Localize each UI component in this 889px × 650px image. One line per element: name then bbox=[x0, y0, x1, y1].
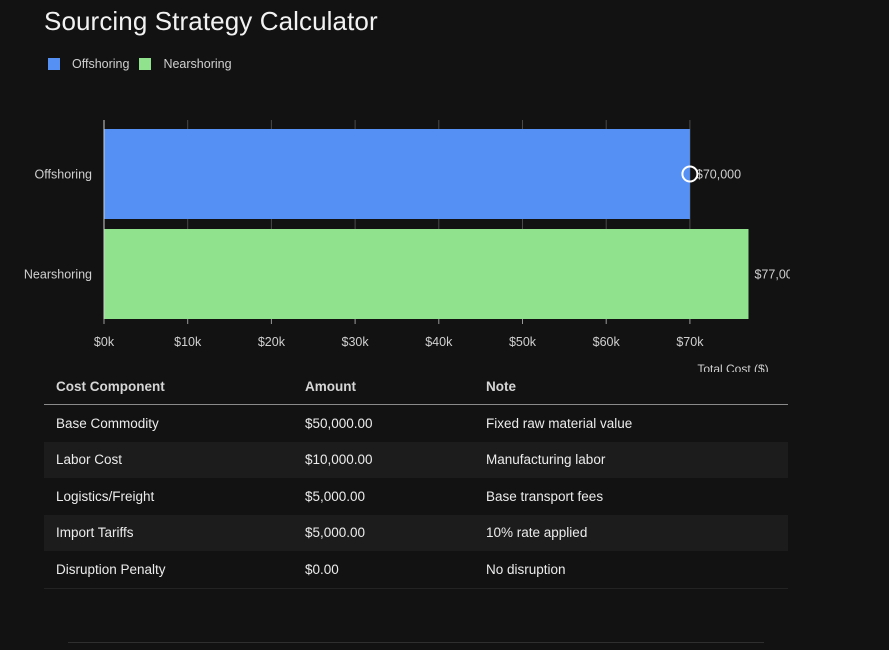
x-tick-label: $60k bbox=[593, 335, 621, 349]
cost-chart-container: $0k $10k $20k $30k $40k $50k $60k $70k Offshorin… bbox=[0, 110, 790, 372]
x-tick-label: $40k bbox=[425, 335, 453, 349]
bar-nearshoring bbox=[104, 229, 749, 319]
column-header-amount: Amount bbox=[293, 368, 474, 405]
table-header-row: Cost Component Amount Note bbox=[44, 368, 788, 405]
y-category-label: Nearshoring bbox=[24, 268, 92, 282]
bar-offshoring bbox=[104, 129, 690, 219]
cell-note: Manufacturing labor bbox=[474, 441, 788, 478]
legend-swatch-offshoring bbox=[48, 58, 60, 70]
focus-marker[interactable] bbox=[681, 165, 699, 183]
legend-label-offshoring: Offshoring bbox=[72, 57, 130, 71]
cell-note: 10% rate applied bbox=[474, 514, 788, 551]
cell-amount: $0.00 bbox=[293, 551, 474, 589]
cell-amount: $10,000.00 bbox=[293, 441, 474, 478]
cell-amount: $5,000.00 bbox=[293, 514, 474, 551]
table-row: Labor Cost $10,000.00 Manufacturing labo… bbox=[44, 441, 788, 478]
data-label: $70,000 bbox=[696, 168, 741, 182]
cell-amount: $5,000.00 bbox=[305, 488, 366, 504]
table-row: Base Commodity $50,000.00 Fixed raw mate… bbox=[44, 405, 788, 442]
x-tick-label: $50k bbox=[509, 335, 537, 349]
x-axis-title: Total Cost ($) bbox=[697, 362, 768, 372]
legend-label-nearshoring: Nearshoring bbox=[163, 57, 232, 71]
data-label: $77,000 bbox=[754, 268, 790, 282]
cell-note: Base transport fees bbox=[486, 488, 604, 504]
cost-bar-chart: $0k $10k $20k $30k $40k $50k $60k $70k Offshorin… bbox=[24, 120, 790, 372]
cell-note: Fixed raw material value bbox=[486, 415, 633, 431]
page-title: Sourcing Strategy Calculator bbox=[44, 6, 378, 36]
table-row: Import Tariffs $5,000.00 10% rate applie… bbox=[44, 514, 788, 551]
legend-item-offshoring[interactable]: Offshoring bbox=[48, 57, 129, 71]
y-category-label: Offshoring bbox=[35, 168, 92, 182]
cell-cost-component: Base Commodity bbox=[56, 415, 159, 431]
x-tick-label: $30k bbox=[342, 335, 370, 349]
cell-cost-component: Labor Cost bbox=[44, 441, 293, 478]
footer-divider bbox=[68, 642, 764, 643]
column-header-cost-component: Cost Component bbox=[44, 368, 293, 405]
x-tick-label: $10k bbox=[174, 335, 202, 349]
table-row: Disruption Penalty $0.00 No disruption bbox=[44, 551, 788, 589]
chart-legend: Offshoring Nearshoring bbox=[48, 57, 242, 71]
cell-cost-component: Logistics/Freight bbox=[56, 488, 155, 504]
cell-cost-component: Disruption Penalty bbox=[44, 551, 293, 589]
x-tick-label: $0k bbox=[94, 335, 115, 349]
x-tick-label: $20k bbox=[258, 335, 286, 349]
cell-note: No disruption bbox=[474, 551, 788, 589]
cost-breakdown-table: Cost Component Amount Note Base Commodit… bbox=[44, 368, 788, 589]
cell-amount: $50,000.00 bbox=[305, 415, 373, 431]
cell-cost-component: Import Tariffs bbox=[44, 514, 293, 551]
column-header-note: Note bbox=[474, 368, 788, 405]
legend-swatch-nearshoring bbox=[139, 58, 152, 70]
legend-item-nearshoring[interactable]: Nearshoring bbox=[139, 57, 232, 71]
x-tick-label: $70k bbox=[676, 335, 704, 349]
table-row: Logistics/Freight $5,000.00 Base transpo… bbox=[44, 478, 788, 515]
